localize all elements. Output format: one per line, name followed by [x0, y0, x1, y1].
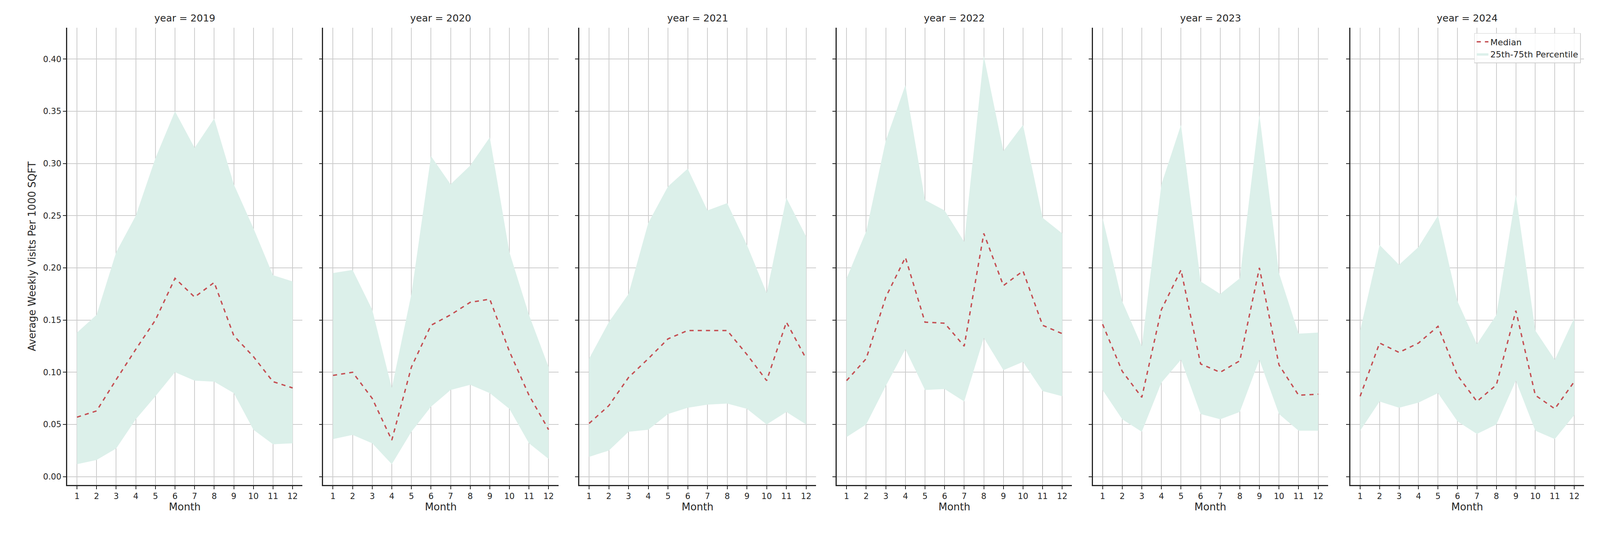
svg-text:10: 10 [761, 491, 772, 502]
svg-text:Month: Month [681, 501, 714, 513]
svg-text:5: 5 [1178, 491, 1184, 502]
svg-text:10: 10 [1530, 491, 1541, 502]
svg-text:6: 6 [685, 491, 691, 502]
svg-text:1: 1 [330, 491, 336, 502]
svg-text:3: 3 [113, 491, 119, 502]
svg-text:4: 4 [389, 491, 395, 502]
svg-text:6: 6 [172, 491, 178, 502]
svg-text:12: 12 [287, 491, 299, 502]
svg-text:year = 2020: year = 2020 [410, 12, 472, 24]
svg-text:7: 7 [704, 491, 710, 502]
svg-text:5: 5 [922, 491, 928, 502]
svg-text:25th-75th Percentile: 25th-75th Percentile [1490, 49, 1579, 60]
svg-text:3: 3 [625, 491, 631, 502]
svg-text:year = 2023: year = 2023 [1180, 12, 1242, 24]
svg-text:8: 8 [724, 491, 730, 502]
svg-text:9: 9 [1256, 491, 1262, 502]
svg-text:0.00: 0.00 [42, 472, 62, 482]
svg-text:2: 2 [350, 491, 356, 502]
svg-text:6: 6 [941, 491, 947, 502]
svg-text:4: 4 [1416, 491, 1422, 502]
svg-text:5: 5 [408, 491, 414, 502]
svg-text:2: 2 [94, 491, 100, 502]
svg-text:12: 12 [543, 491, 554, 502]
svg-text:Average Weekly Visits Per 1000: Average Weekly Visits Per 1000 SQFT [26, 161, 38, 352]
svg-text:11: 11 [1293, 491, 1304, 502]
svg-text:0.25: 0.25 [42, 211, 62, 221]
svg-text:year = 2019: year = 2019 [154, 12, 216, 24]
svg-text:Month: Month [938, 501, 971, 513]
svg-text:12: 12 [1569, 491, 1580, 502]
svg-text:6: 6 [428, 491, 434, 502]
svg-text:11: 11 [267, 491, 279, 502]
svg-text:10: 10 [504, 491, 515, 502]
svg-text:1: 1 [74, 491, 80, 502]
svg-text:11: 11 [781, 491, 792, 502]
svg-text:5: 5 [665, 491, 671, 502]
svg-text:1: 1 [1100, 491, 1106, 502]
svg-text:9: 9 [1513, 491, 1519, 502]
svg-text:2: 2 [606, 491, 612, 502]
svg-text:8: 8 [211, 491, 217, 502]
svg-text:7: 7 [191, 491, 197, 502]
svg-text:8: 8 [981, 491, 987, 502]
svg-text:0.40: 0.40 [42, 54, 62, 65]
svg-text:9: 9 [487, 491, 493, 502]
svg-text:3: 3 [369, 491, 375, 502]
svg-text:9: 9 [744, 491, 750, 502]
svg-text:6: 6 [1454, 491, 1460, 502]
svg-text:10: 10 [248, 491, 259, 502]
svg-text:8: 8 [467, 491, 473, 502]
svg-text:Month: Month [1194, 501, 1227, 513]
svg-text:0.10: 0.10 [42, 367, 62, 378]
svg-text:6: 6 [1198, 491, 1204, 502]
svg-text:4: 4 [133, 491, 139, 502]
svg-text:11: 11 [523, 491, 535, 502]
svg-text:10: 10 [1273, 491, 1285, 502]
svg-text:0.30: 0.30 [42, 158, 62, 169]
svg-text:5: 5 [152, 491, 158, 502]
svg-text:3: 3 [1139, 491, 1145, 502]
svg-text:12: 12 [1057, 491, 1068, 502]
svg-text:7: 7 [1474, 491, 1480, 502]
svg-text:5: 5 [1435, 491, 1441, 502]
svg-text:11: 11 [1549, 491, 1561, 502]
svg-text:12: 12 [1312, 491, 1324, 502]
svg-text:9: 9 [1000, 491, 1006, 502]
svg-text:10: 10 [1017, 491, 1029, 502]
svg-text:12: 12 [800, 491, 812, 502]
svg-text:2: 2 [863, 491, 869, 502]
svg-text:3: 3 [883, 491, 889, 502]
svg-text:7: 7 [1217, 491, 1223, 502]
svg-text:1: 1 [1357, 491, 1363, 502]
svg-text:Month: Month [168, 501, 201, 513]
svg-text:1: 1 [844, 491, 850, 502]
svg-text:7: 7 [961, 491, 967, 502]
svg-text:4: 4 [1158, 491, 1165, 502]
svg-text:1: 1 [586, 491, 592, 502]
svg-text:Month: Month [1451, 501, 1484, 513]
svg-text:8: 8 [1237, 491, 1243, 502]
svg-text:2: 2 [1119, 491, 1125, 502]
svg-text:0.20: 0.20 [42, 263, 62, 273]
svg-text:8: 8 [1493, 491, 1499, 502]
svg-text:0.15: 0.15 [42, 315, 62, 325]
svg-text:Month: Month [425, 501, 458, 513]
svg-text:year = 2022: year = 2022 [923, 12, 985, 24]
svg-text:11: 11 [1037, 491, 1049, 502]
svg-text:3: 3 [1396, 491, 1402, 502]
svg-text:4: 4 [645, 491, 651, 502]
svg-text:4: 4 [902, 491, 908, 502]
svg-text:9: 9 [231, 491, 237, 502]
svg-text:Median: Median [1490, 37, 1522, 48]
svg-text:7: 7 [448, 491, 454, 502]
svg-text:year = 2021: year = 2021 [667, 12, 729, 24]
svg-text:0.05: 0.05 [42, 419, 62, 430]
svg-text:2: 2 [1376, 491, 1383, 502]
svg-text:0.35: 0.35 [42, 106, 62, 117]
svg-text:year = 2024: year = 2024 [1436, 12, 1498, 24]
